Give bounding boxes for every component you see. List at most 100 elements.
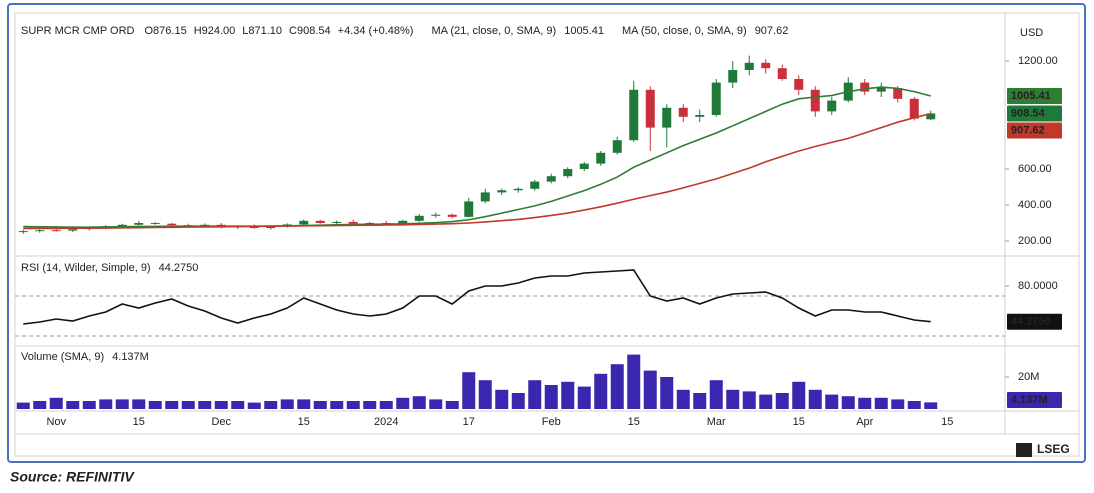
x-tick-label: Feb: [542, 416, 561, 428]
volume-bar: [726, 389, 740, 409]
volume-bar: [709, 380, 723, 409]
source: Source: REFINITIV: [10, 469, 135, 485]
candle-body: [150, 222, 160, 224]
volume-bar: [495, 389, 509, 409]
volume-value-text: 4.137M: [1011, 394, 1048, 406]
x-tick-label: 17: [463, 416, 475, 428]
candle-body: [497, 190, 507, 193]
legend-text: +4.34 (+0.48%): [338, 25, 414, 37]
candle-body: [117, 224, 127, 227]
x-tick-label: 15: [133, 416, 145, 428]
candle-body: [827, 100, 837, 112]
candle-body: [563, 169, 573, 177]
volume-bar: [280, 399, 294, 409]
candle-body: [315, 220, 325, 223]
moving-average: [23, 112, 931, 230]
volume-bar: [874, 397, 888, 409]
volume-bar: [363, 401, 377, 409]
candle-body: [909, 98, 919, 119]
volume-bar: [165, 401, 179, 409]
volume-bar: [808, 389, 822, 409]
volume-bar: [825, 394, 839, 409]
legend-text: O876.15: [144, 25, 186, 37]
volume-bar: [264, 401, 278, 409]
x-tick-label: 15: [628, 416, 640, 428]
x-tick-label: Nov: [46, 416, 66, 428]
candle-body: [893, 88, 903, 99]
candle-body: [414, 215, 424, 221]
volume-bar: [445, 401, 459, 409]
volume-bar: [841, 396, 855, 409]
volume-bar: [33, 401, 47, 409]
candle-body: [695, 115, 705, 117]
volume-bar: [643, 370, 657, 409]
x-tick-label: 15: [298, 416, 310, 428]
x-tick-label: Dec: [211, 416, 231, 428]
legend-text: MA (21, close, 0, SMA, 9): [431, 25, 556, 37]
candle-body: [629, 89, 639, 141]
legend-text: 1005.41: [564, 25, 604, 37]
candle-body: [299, 220, 309, 225]
y-tick-label: 600.00: [1018, 163, 1052, 175]
volume-bar: [462, 372, 476, 409]
volume-bar: [924, 402, 938, 409]
x-tick-label: Apr: [856, 416, 873, 428]
ma-value-text: 907.62: [1011, 124, 1045, 136]
y-tick-label: 400.00: [1018, 199, 1052, 211]
y-tick-label: 20M: [1018, 371, 1039, 383]
candle-body: [68, 229, 78, 231]
legend-text: SUPR MCR CMP ORD: [21, 25, 135, 37]
candle-body: [794, 79, 804, 90]
volume-bar: [594, 373, 608, 409]
volume-bar: [297, 399, 311, 409]
candle-body: [860, 82, 870, 92]
x-tick-label: 15: [941, 416, 953, 428]
volume-bar: [49, 397, 63, 409]
logo: LSEG: [1016, 442, 1070, 457]
volume-bar: [511, 393, 525, 409]
x-tick-label: 15: [793, 416, 805, 428]
candle-body: [711, 82, 721, 116]
volume-bar: [148, 401, 162, 409]
volume-bar: [198, 401, 212, 409]
legend-text: C908.54: [289, 25, 331, 37]
candle-body: [579, 163, 589, 170]
legend-text: 4.137M: [112, 351, 149, 363]
legend-text: Volume (SMA, 9): [21, 351, 104, 363]
volume-bar: [610, 364, 624, 409]
x-tick-label: Mar: [707, 416, 726, 428]
legend-text: RSI (14, Wilder, Simple, 9): [21, 262, 151, 274]
volume-bar: [115, 399, 129, 409]
volume-bar: [792, 381, 806, 409]
candle-body: [167, 223, 177, 226]
volume-bar: [693, 393, 707, 409]
volume-bar: [313, 401, 327, 409]
candle-body: [596, 152, 606, 164]
legend-text: L871.10: [242, 25, 282, 37]
volume-bar: [907, 401, 921, 409]
y-tick-label: 200.00: [1018, 235, 1052, 247]
volume-bar: [742, 391, 756, 409]
volume-bar: [181, 401, 195, 409]
volume-bar: [429, 399, 443, 409]
rsi-line: [23, 269, 931, 325]
chart-area: [14, 12, 1080, 457]
volume-bar: [858, 397, 872, 409]
volume-bar: [330, 401, 344, 409]
ma-value-box: [1007, 122, 1062, 139]
rsi-value-box: [1007, 313, 1062, 330]
volume-bar: [412, 396, 426, 409]
logo-text: LSEG: [1037, 442, 1070, 456]
candle-body: [662, 107, 672, 128]
last-price-box: [1007, 105, 1062, 122]
legend-text: 907.62: [755, 25, 789, 37]
candle-body: [777, 68, 787, 80]
candle-body: [926, 113, 936, 120]
volume-bar: [478, 380, 492, 409]
candle-body: [876, 88, 886, 92]
last-price-text: 908.54: [1011, 107, 1046, 119]
volume-bar: [775, 393, 789, 409]
volume-bar: [891, 399, 905, 409]
